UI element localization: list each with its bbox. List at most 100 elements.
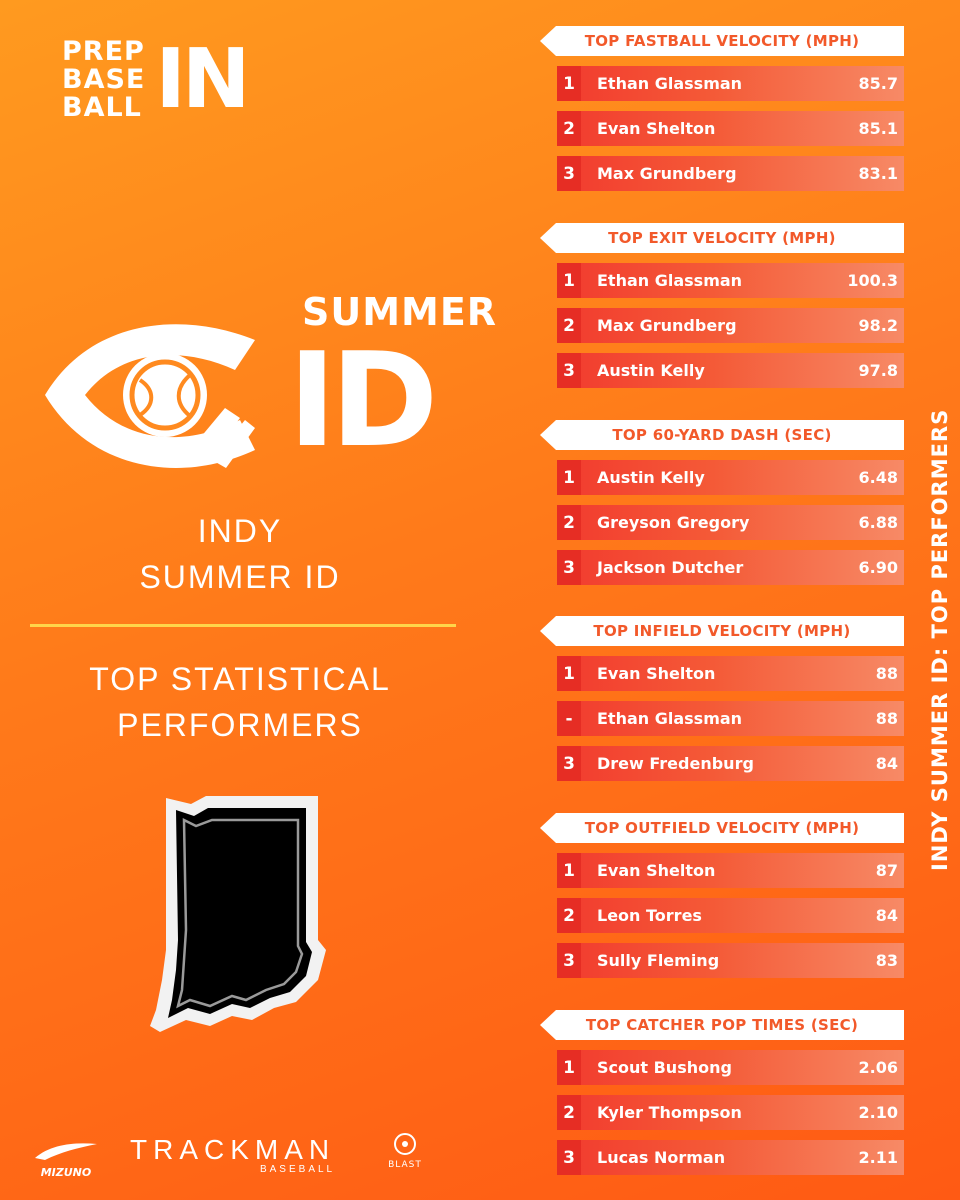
player-name: Kyler Thompson bbox=[597, 1103, 742, 1122]
divider bbox=[30, 624, 456, 627]
prep-baseball-logo: PREP BASE BALL IN bbox=[62, 32, 251, 127]
stat-value: 97.8 bbox=[858, 361, 898, 380]
trackman-logo: TRACKMAN BASEBALL bbox=[130, 1134, 336, 1176]
stat-value: 83 bbox=[875, 951, 898, 970]
stat-value: 83.1 bbox=[858, 164, 898, 183]
leaderboard-row: 2 Kyler Thompson 2.10 bbox=[557, 1095, 904, 1130]
rank-badge: 3 bbox=[557, 550, 581, 585]
category-60-yard-dash: TOP 60-YARD DASH (SEC) 1 Austin Kelly 6.48… bbox=[540, 420, 904, 595]
logo-state: IN bbox=[155, 32, 250, 127]
player-name: Ethan Glassman bbox=[597, 74, 743, 93]
leaderboard-row: 3 Austin Kelly 97.8 bbox=[557, 353, 904, 388]
id-label: ID bbox=[288, 324, 438, 476]
stat-value: 87 bbox=[875, 861, 898, 880]
rank-badge: 2 bbox=[557, 1095, 581, 1130]
summer-id-logo: SUMMER ID bbox=[40, 290, 496, 476]
stat-value: 6.90 bbox=[858, 558, 898, 577]
subtitle-line: PERFORMERS bbox=[117, 707, 363, 743]
vertical-title: INDY SUMMER ID: TOP PERFORMERS bbox=[928, 365, 952, 871]
blast-icon bbox=[394, 1133, 416, 1155]
category-title: TOP 60-YARD DASH (SEC) bbox=[540, 420, 904, 450]
rank-badge: 3 bbox=[557, 353, 581, 388]
player-name: Leon Torres bbox=[597, 906, 702, 925]
logo-word: BASE bbox=[62, 64, 146, 95]
category-title: TOP INFIELD VELOCITY (MPH) bbox=[540, 616, 904, 646]
stat-value: 88 bbox=[875, 664, 898, 683]
leaderboard-row: 3 Lucas Norman 2.11 bbox=[557, 1140, 904, 1175]
stat-value: 6.48 bbox=[858, 468, 898, 487]
stat-value: 85.7 bbox=[858, 74, 898, 93]
player-name: Evan Shelton bbox=[597, 861, 716, 880]
player-name: Scout Bushong bbox=[597, 1058, 732, 1077]
category-title: TOP FASTBALL VELOCITY (MPH) bbox=[540, 26, 904, 56]
mizuno-logo: MIZUNO bbox=[30, 1140, 102, 1179]
leaderboard-row: 2 Leon Torres 84 bbox=[557, 898, 904, 933]
rank-badge: 2 bbox=[557, 111, 581, 146]
rank-badge: 1 bbox=[557, 460, 581, 495]
category-title: TOP OUTFIELD VELOCITY (MPH) bbox=[540, 813, 904, 843]
trackman-word: TRACKMAN bbox=[130, 1134, 336, 1165]
category-title: TOP CATCHER POP TIMES (SEC) bbox=[540, 1010, 904, 1040]
logo-word: BALL bbox=[62, 92, 142, 123]
indiana-map-icon bbox=[150, 796, 326, 1032]
stat-value: 84 bbox=[875, 754, 898, 773]
rank-badge: 1 bbox=[557, 853, 581, 888]
category-infield-velocity: TOP INFIELD VELOCITY (MPH) 1 Evan Shelton… bbox=[540, 616, 904, 791]
rank-badge: 2 bbox=[557, 308, 581, 343]
player-name: Max Grundberg bbox=[597, 164, 737, 183]
rank-badge: 1 bbox=[557, 263, 581, 298]
sponsor-bar: MIZUNO TRACKMAN BASEBALL BLAST bbox=[30, 1130, 470, 1180]
leaderboard-row: 1 Austin Kelly 6.48 bbox=[557, 460, 904, 495]
player-name: Austin Kelly bbox=[597, 468, 705, 487]
category-outfield-velocity: TOP OUTFIELD VELOCITY (MPH) 1 Evan Shelto… bbox=[540, 813, 904, 988]
category-catcher-pop-times: TOP CATCHER POP TIMES (SEC) 1 Scout Busho… bbox=[540, 1010, 904, 1185]
rank-badge: 1 bbox=[557, 656, 581, 691]
player-name: Greyson Gregory bbox=[597, 513, 750, 532]
leaderboard-row: 2 Evan Shelton 85.1 bbox=[557, 111, 904, 146]
stat-value: 85.1 bbox=[858, 119, 898, 138]
rank-badge: 3 bbox=[557, 156, 581, 191]
leaderboard-row: 3 Sully Fleming 83 bbox=[557, 943, 904, 978]
leaderboard-row: 3 Drew Fredenburg 84 bbox=[557, 746, 904, 781]
eye-baseball-icon bbox=[45, 324, 255, 468]
blast-word: BLAST bbox=[388, 1160, 422, 1170]
leaderboard-row: - Ethan Glassman 88 bbox=[557, 701, 904, 736]
player-name: Max Grundberg bbox=[597, 316, 737, 335]
mizuno-runbird-icon bbox=[35, 1143, 97, 1160]
event-title: INDY SUMMER ID bbox=[40, 508, 440, 600]
leaderboard-row: 1 Ethan Glassman 85.7 bbox=[557, 66, 904, 101]
category-exit-velocity: TOP EXIT VELOCITY (MPH) 1 Ethan Glassman 1… bbox=[540, 223, 904, 398]
player-name: Evan Shelton bbox=[597, 119, 716, 138]
rank-badge: 2 bbox=[557, 898, 581, 933]
leaderboard-row: 2 Max Grundberg 98.2 bbox=[557, 308, 904, 343]
rank-badge: - bbox=[557, 701, 581, 736]
stat-value: 2.10 bbox=[858, 1103, 898, 1122]
player-name: Evan Shelton bbox=[597, 664, 716, 683]
subtitle: TOP STATISTICAL PERFORMERS bbox=[40, 656, 440, 748]
event-title-line: SUMMER ID bbox=[139, 559, 341, 595]
vertical-title-text: INDY SUMMER ID: TOP PERFORMERS bbox=[928, 408, 952, 871]
stat-value: 88 bbox=[875, 709, 898, 728]
leaderboard-row: 1 Evan Shelton 87 bbox=[557, 853, 904, 888]
stat-value: 98.2 bbox=[858, 316, 898, 335]
logo-word: PREP bbox=[62, 36, 145, 67]
player-name: Ethan Glassman bbox=[597, 709, 743, 728]
player-name: Drew Fredenburg bbox=[597, 754, 754, 773]
leaderboard-row: 1 Scout Bushong 2.06 bbox=[557, 1050, 904, 1085]
rank-badge: 1 bbox=[557, 66, 581, 101]
leaderboard-row: 1 Ethan Glassman 100.3 bbox=[557, 263, 904, 298]
subtitle-line: TOP STATISTICAL bbox=[89, 661, 391, 697]
stat-value: 2.11 bbox=[858, 1148, 898, 1167]
leaderboard-row: 3 Max Grundberg 83.1 bbox=[557, 156, 904, 191]
event-title-line: INDY bbox=[197, 513, 283, 549]
category-fastball-velocity: TOP FASTBALL VELOCITY (MPH) 1 Ethan Glass… bbox=[540, 26, 904, 201]
rank-badge: 3 bbox=[557, 746, 581, 781]
stat-value: 100.3 bbox=[847, 271, 898, 290]
leaderboard-row: 3 Jackson Dutcher 6.90 bbox=[557, 550, 904, 585]
leaderboard-row: 1 Evan Shelton 88 bbox=[557, 656, 904, 691]
logo-wordmark: PREP BASE BALL bbox=[62, 38, 145, 122]
stat-value: 6.88 bbox=[858, 513, 898, 532]
trackman-sub: BASEBALL bbox=[259, 1164, 336, 1175]
player-name: Austin Kelly bbox=[597, 361, 705, 380]
leaderboard-row: 2 Greyson Gregory 6.88 bbox=[557, 505, 904, 540]
